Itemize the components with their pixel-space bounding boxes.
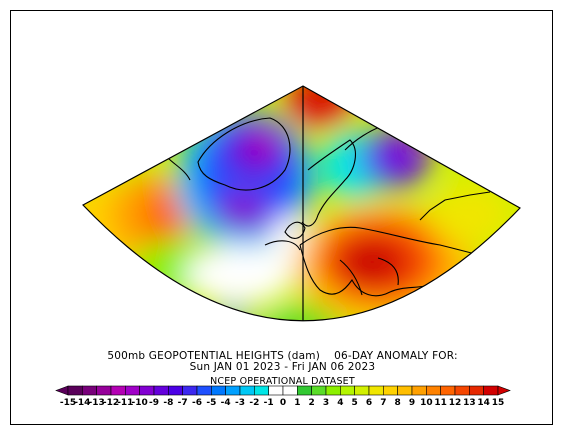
colorbar-arrow-high — [497, 385, 511, 396]
colorbar-tick-label: 6 — [366, 398, 372, 408]
colorbar-swatch — [96, 385, 112, 396]
colorbar-swatch — [225, 385, 241, 396]
colorbar-swatch — [139, 385, 155, 396]
colorbar-swatch — [411, 385, 427, 396]
colorbar-swatch — [110, 385, 126, 396]
colorbar-swatch — [469, 385, 484, 396]
colorbar-swatch — [211, 385, 226, 396]
colorbar-swatch — [67, 385, 83, 396]
colorbar-tick-label: -6 — [192, 398, 202, 408]
colorbar-swatch — [282, 385, 298, 396]
colorbar-swatch — [196, 385, 212, 396]
colorbar-tick-label: -4 — [221, 398, 231, 408]
colorbar-swatch — [182, 385, 198, 396]
colorbar-swatch — [325, 385, 341, 396]
colorbar-tick-label: -3 — [235, 398, 245, 408]
colorbar-tick-label: -9 — [149, 398, 159, 408]
colorbar-tick-label: -8 — [163, 398, 173, 408]
colorbar-tick-label: 11 — [434, 398, 447, 408]
colorbar-swatch — [125, 385, 140, 396]
colorbar-tick-label: -2 — [249, 398, 259, 408]
colorbar-tick-label: 13 — [463, 398, 476, 408]
colorbar-tick-label: 12 — [449, 398, 462, 408]
colorbar-swatch — [268, 385, 284, 396]
colorbar-tick-label: -5 — [206, 398, 216, 408]
colorbar-swatch — [82, 385, 97, 396]
colorbar-tick-label: -15 — [60, 398, 76, 408]
colorbar-tick-label: 0 — [280, 398, 286, 408]
colorbar-tick-label: 9 — [409, 398, 415, 408]
colorbar-tick-label: -14 — [74, 398, 90, 408]
colorbar-swatch — [397, 385, 413, 396]
title-line-2: Sun JAN 01 2023 - Fri JAN 06 2023 — [189, 361, 376, 373]
colorbar-tick-label: -12 — [103, 398, 119, 408]
colorbar-swatch — [168, 385, 183, 396]
colorbar-tick-label: -13 — [89, 398, 105, 408]
colorbar-tick-label: 14 — [477, 398, 490, 408]
colorbar-swatch — [297, 385, 312, 396]
colorbar-tick-label: 1 — [294, 398, 300, 408]
colorbar-swatch — [153, 385, 169, 396]
colorbar-swatch — [483, 385, 499, 396]
map-outline — [82, 85, 521, 322]
colorbar-tick-label: 7 — [380, 398, 386, 408]
colorbar-swatch — [239, 385, 255, 396]
colorbar-arrow-low — [55, 385, 69, 396]
colorbar-swatch — [383, 385, 398, 396]
colorbar-swatch — [440, 385, 456, 396]
colorbar-tick-label: 5 — [352, 398, 358, 408]
colorbar-swatch — [354, 385, 370, 396]
colorbar-tick-label: -1 — [264, 398, 274, 408]
colorbar-swatch — [454, 385, 470, 396]
dataset-label: NCEP OPERATIONAL DATASET — [210, 376, 355, 387]
colorbar-swatch — [340, 385, 355, 396]
colorbar-tick-label: -10 — [132, 398, 148, 408]
colorbar-tick-label: 3 — [323, 398, 329, 408]
colorbar-tick-label: -7 — [178, 398, 188, 408]
colorbar-tick-label: -11 — [117, 398, 133, 408]
colorbar-tick-label: 2 — [309, 398, 315, 408]
title-line-1: 500mb GEOPOTENTIAL HEIGHTS (dam) 06-DAY … — [107, 350, 458, 362]
colorbar-swatch — [311, 385, 327, 396]
colorbar-tick-label: 4 — [337, 398, 343, 408]
colorbar-swatch — [254, 385, 269, 396]
colorbar-swatch — [426, 385, 441, 396]
colorbar-tick-label: 8 — [395, 398, 401, 408]
colorbar-tick-label: 15 — [492, 398, 505, 408]
colorbar-swatch — [368, 385, 384, 396]
colorbar-tick-label: 10 — [420, 398, 433, 408]
